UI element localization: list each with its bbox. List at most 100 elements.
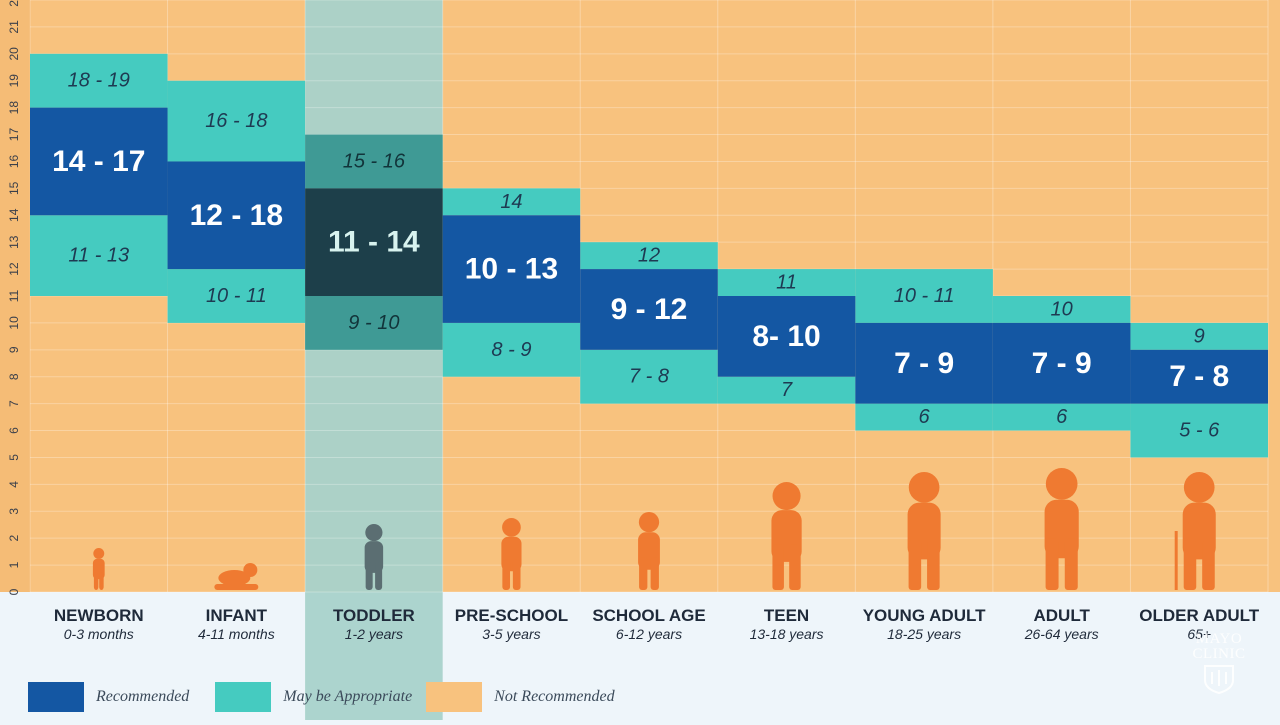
y-tick-label: 13: [7, 235, 21, 249]
bar-appropriate: [167, 80, 306, 162]
person-silhouette-icon: [907, 472, 941, 590]
bar-appropriate: [442, 188, 581, 216]
recommended-label: 8- 10: [752, 320, 820, 353]
bar-recommended: [580, 269, 718, 350]
bar-appropriate: [580, 349, 718, 404]
bar-appropriate: [30, 215, 168, 296]
y-tick-label: 14: [7, 208, 21, 222]
recommended-label: 7 - 9: [1032, 347, 1092, 380]
bar-recommended: [1130, 349, 1268, 404]
y-tick-label: 19: [7, 74, 21, 88]
category-label: TEEN: [764, 606, 809, 625]
category-label: TODDLER: [333, 606, 415, 625]
recommended-label: 12 - 18: [190, 199, 283, 232]
category-range-label: 65+: [1187, 626, 1211, 642]
person-silhouette-icon: [92, 548, 105, 590]
bar-recommended: [717, 296, 856, 377]
bar-recommended: [305, 188, 443, 296]
appropriate-label: 7: [781, 379, 793, 401]
y-tick-label: 5: [7, 454, 21, 461]
appropriate-label: 15 - 16: [343, 150, 406, 172]
category-range-label: 4-11 months: [198, 626, 275, 642]
y-tick-label: 8: [7, 373, 21, 380]
appropriate-label: 5 - 6: [1179, 420, 1220, 442]
appropriate-label: 9 - 10: [348, 312, 399, 334]
person-silhouette-icon: [1174, 472, 1216, 590]
recommended-label: 7 - 8: [1169, 360, 1229, 393]
appropriate-label: 16 - 18: [205, 110, 267, 132]
y-tick-label: 12: [7, 262, 21, 276]
bar-appropriate: [580, 242, 718, 270]
y-tick-label: 21: [7, 20, 21, 34]
y-tick-label: 4: [7, 481, 21, 488]
appropriate-label: 7 - 8: [629, 366, 669, 388]
legend-swatch-appropriate: [215, 682, 272, 712]
bar-appropriate: [717, 269, 856, 296]
mayo-clinic-logo: MAYO CLINIC: [1184, 632, 1254, 694]
bar-appropriate: [717, 376, 856, 404]
logo-line-2: CLINIC: [1192, 646, 1246, 662]
appropriate-label: 11: [776, 272, 797, 294]
category-label: INFANT: [206, 606, 268, 625]
bar-recommended: [855, 322, 993, 404]
appropriate-label: 10: [1051, 298, 1073, 320]
legend-item-not-recommended: Not Recommended: [426, 682, 615, 712]
mayo-clinic-shield-icon: [1204, 665, 1234, 694]
category-range-label: 26-64 years: [1024, 626, 1099, 642]
legend-label-recommended: Recommended: [96, 688, 190, 705]
recommended-label: 7 - 9: [894, 347, 954, 380]
highlight-column: [305, 0, 443, 720]
y-tick-label: 17: [7, 128, 21, 142]
category-range-label: 18-25 years: [887, 626, 961, 642]
category-label: YOUNG ADULT: [863, 606, 986, 625]
legend-item-recommended: Recommended: [28, 682, 189, 712]
person-silhouette-icon: [771, 482, 802, 590]
y-tick-label: 16: [7, 154, 21, 168]
category-label: ADULT: [1033, 606, 1090, 625]
y-tick-label: 11: [7, 289, 21, 302]
y-tick-label: 1: [7, 561, 21, 568]
legend-label-not-recommended: Not Recommended: [494, 688, 615, 705]
category-label: SCHOOL AGE: [592, 606, 705, 625]
category-label: NEWBORN: [54, 606, 144, 625]
footer-background: [0, 592, 1280, 720]
category-range-label: 1-2 years: [345, 626, 403, 642]
category-range-label: 6-12 years: [616, 626, 682, 642]
y-tick-label: 9: [7, 346, 21, 353]
y-tick-label: 7: [7, 400, 21, 407]
legend-item-appropriate: May be Appropriate: [215, 682, 412, 712]
appropriate-label: 6: [919, 406, 931, 428]
appropriate-label: 9: [1194, 325, 1205, 347]
category-range-label: 3-5 years: [482, 626, 540, 642]
y-tick-label: 10: [7, 316, 21, 330]
legend-label-appropriate: May be Appropriate: [283, 688, 413, 705]
y-tick-label: 6: [7, 427, 21, 434]
recommended-label: 9 - 12: [611, 293, 688, 326]
appropriate-label: 14: [500, 191, 522, 213]
category-label: PRE-SCHOOL: [455, 606, 568, 625]
y-tick-label: 20: [7, 47, 21, 61]
person-silhouette-icon: [1044, 468, 1079, 590]
bar-appropriate: [305, 134, 443, 189]
y-tick-label: 22: [7, 0, 21, 7]
bar-recommended: [30, 107, 168, 216]
bar-appropriate: [1130, 403, 1268, 458]
y-tick-label: 15: [7, 181, 21, 195]
appropriate-label: 12: [638, 245, 660, 267]
recommended-label: 11 - 14: [328, 226, 420, 259]
y-tick-label: 0: [7, 588, 21, 595]
y-tick-label: 2: [7, 535, 21, 542]
appropriate-label: 18 - 19: [68, 70, 130, 92]
bar-recommended: [167, 161, 306, 270]
recommended-label: 10 - 13: [465, 253, 558, 286]
bar-appropriate: [305, 296, 443, 350]
bar-appropriate: [30, 53, 168, 108]
logo-line-1: MAYO: [1195, 631, 1243, 647]
person-silhouette-icon: [214, 563, 259, 590]
category-range-label: 0-3 months: [64, 626, 134, 642]
person-silhouette-icon: [501, 518, 522, 590]
appropriate-label: 6: [1056, 406, 1068, 428]
person-silhouette-icon: [638, 512, 660, 590]
